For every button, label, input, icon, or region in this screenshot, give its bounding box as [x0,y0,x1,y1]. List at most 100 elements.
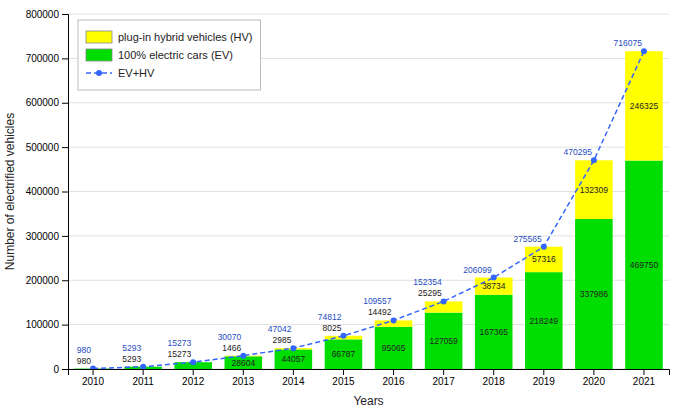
tick: 0 [53,364,68,375]
tick-label: 2017 [433,376,456,387]
data-label: 246325 [630,101,659,111]
data-label: 66787 [332,349,356,359]
tick-mark [343,369,344,375]
tick-mark [293,369,294,375]
tick-label: 2011 [132,376,154,387]
data-label: 109557 [363,296,392,306]
tick-label: 2014 [282,376,305,387]
data-label: 337986 [580,289,609,299]
tick-mark [543,369,544,375]
tick-mark [62,325,68,326]
data-label: 57316 [532,254,556,264]
tick-mark [93,369,94,375]
data-label: 152354 [413,277,442,287]
tick-label: 500000 [26,142,60,153]
tick-mark [493,369,494,375]
tick: 2017 [433,369,456,387]
bar [625,161,663,369]
marker [340,333,346,339]
data-label: 25295 [418,288,442,298]
data-label: 14492 [368,307,392,317]
data-label: 5293 [122,354,141,364]
tick: 2020 [583,369,606,387]
tick-mark [62,103,68,104]
data-label: 167365 [480,327,509,337]
tick-label: 2013 [232,376,255,387]
axis-line [69,370,670,376]
bar [225,356,263,369]
chart-svg: 0 100000 200000 300000 400000 500000 600000 700… [0,0,685,413]
marks [74,48,662,369]
tick-mark [62,280,68,281]
tick-label: 400000 [26,186,60,197]
tick-label: 800000 [26,9,60,20]
tick-label: 700000 [26,53,60,64]
data-label: 5293 [122,343,141,353]
tick: 500000 [26,142,68,153]
marker [391,317,397,323]
grid-line [68,102,669,103]
grid-line [68,14,669,15]
data-label: 15273 [168,338,192,348]
marker [441,298,447,304]
bar-series [74,161,662,369]
tick: 400000 [26,186,68,197]
tick-mark [62,147,68,148]
data-label: 132309 [580,185,609,195]
tick-label: 2012 [182,376,205,387]
marker [90,366,96,369]
bar [325,339,363,369]
legend-label: plug-in hybrid vehicles (HV) [118,31,253,43]
tick-label: 2018 [483,376,506,387]
data-label: 30070 [218,332,242,342]
tick: 100000 [26,319,68,330]
data-label: 1466 [222,343,241,353]
marker [290,345,296,351]
marker [641,48,647,54]
tick-label: 2010 [82,376,105,387]
tick-label: 600000 [26,97,60,108]
marker [541,244,547,250]
data-label: 8025 [323,323,342,333]
legend: plug-in hybrid vehicles (HV)100% electri… [78,20,261,90]
legend-swatch [86,31,112,43]
bar [525,272,563,369]
tick-mark [443,369,444,375]
bar-series [225,51,663,356]
data-label: 44057 [282,354,306,364]
x-axis: 2010 2011 2012 2013 2014 2015 2016 2017 2018 2019… [69,369,670,387]
marker [190,359,196,365]
tick: 300000 [26,231,68,242]
tick-mark [62,58,68,59]
marker [140,364,146,369]
tick: 2014 [282,369,305,387]
tick-mark [143,369,144,375]
tick: 600000 [26,97,68,108]
tick: 2016 [382,369,405,387]
marker [491,275,497,281]
tick-label: 2020 [583,376,606,387]
data-label: 206099 [463,265,492,275]
chart-container: 0 100000 200000 300000 400000 500000 600000 700… [0,0,685,413]
tick-label: 2015 [332,376,355,387]
tick-label: 200000 [26,275,60,286]
data-label: 716075 [614,38,643,48]
axis-line [62,15,69,370]
data-label: 275565 [513,234,542,244]
bar [275,349,313,369]
tick-label: 2019 [533,376,556,387]
tick: 700000 [26,53,68,64]
tick: 2013 [232,369,255,387]
tick: 800000 [26,9,68,20]
tick-label: 100000 [26,319,60,330]
tick-mark [193,369,194,375]
tick-mark [62,14,68,15]
data-label: 95065 [382,343,406,353]
bar [625,51,663,160]
tick: 2021 [633,369,656,387]
plot: 0 100000 200000 300000 400000 500000 600000 700… [3,9,670,408]
line [93,51,644,368]
bar [525,247,563,272]
data-label: 15273 [168,349,192,359]
legend-swatch [96,70,102,76]
